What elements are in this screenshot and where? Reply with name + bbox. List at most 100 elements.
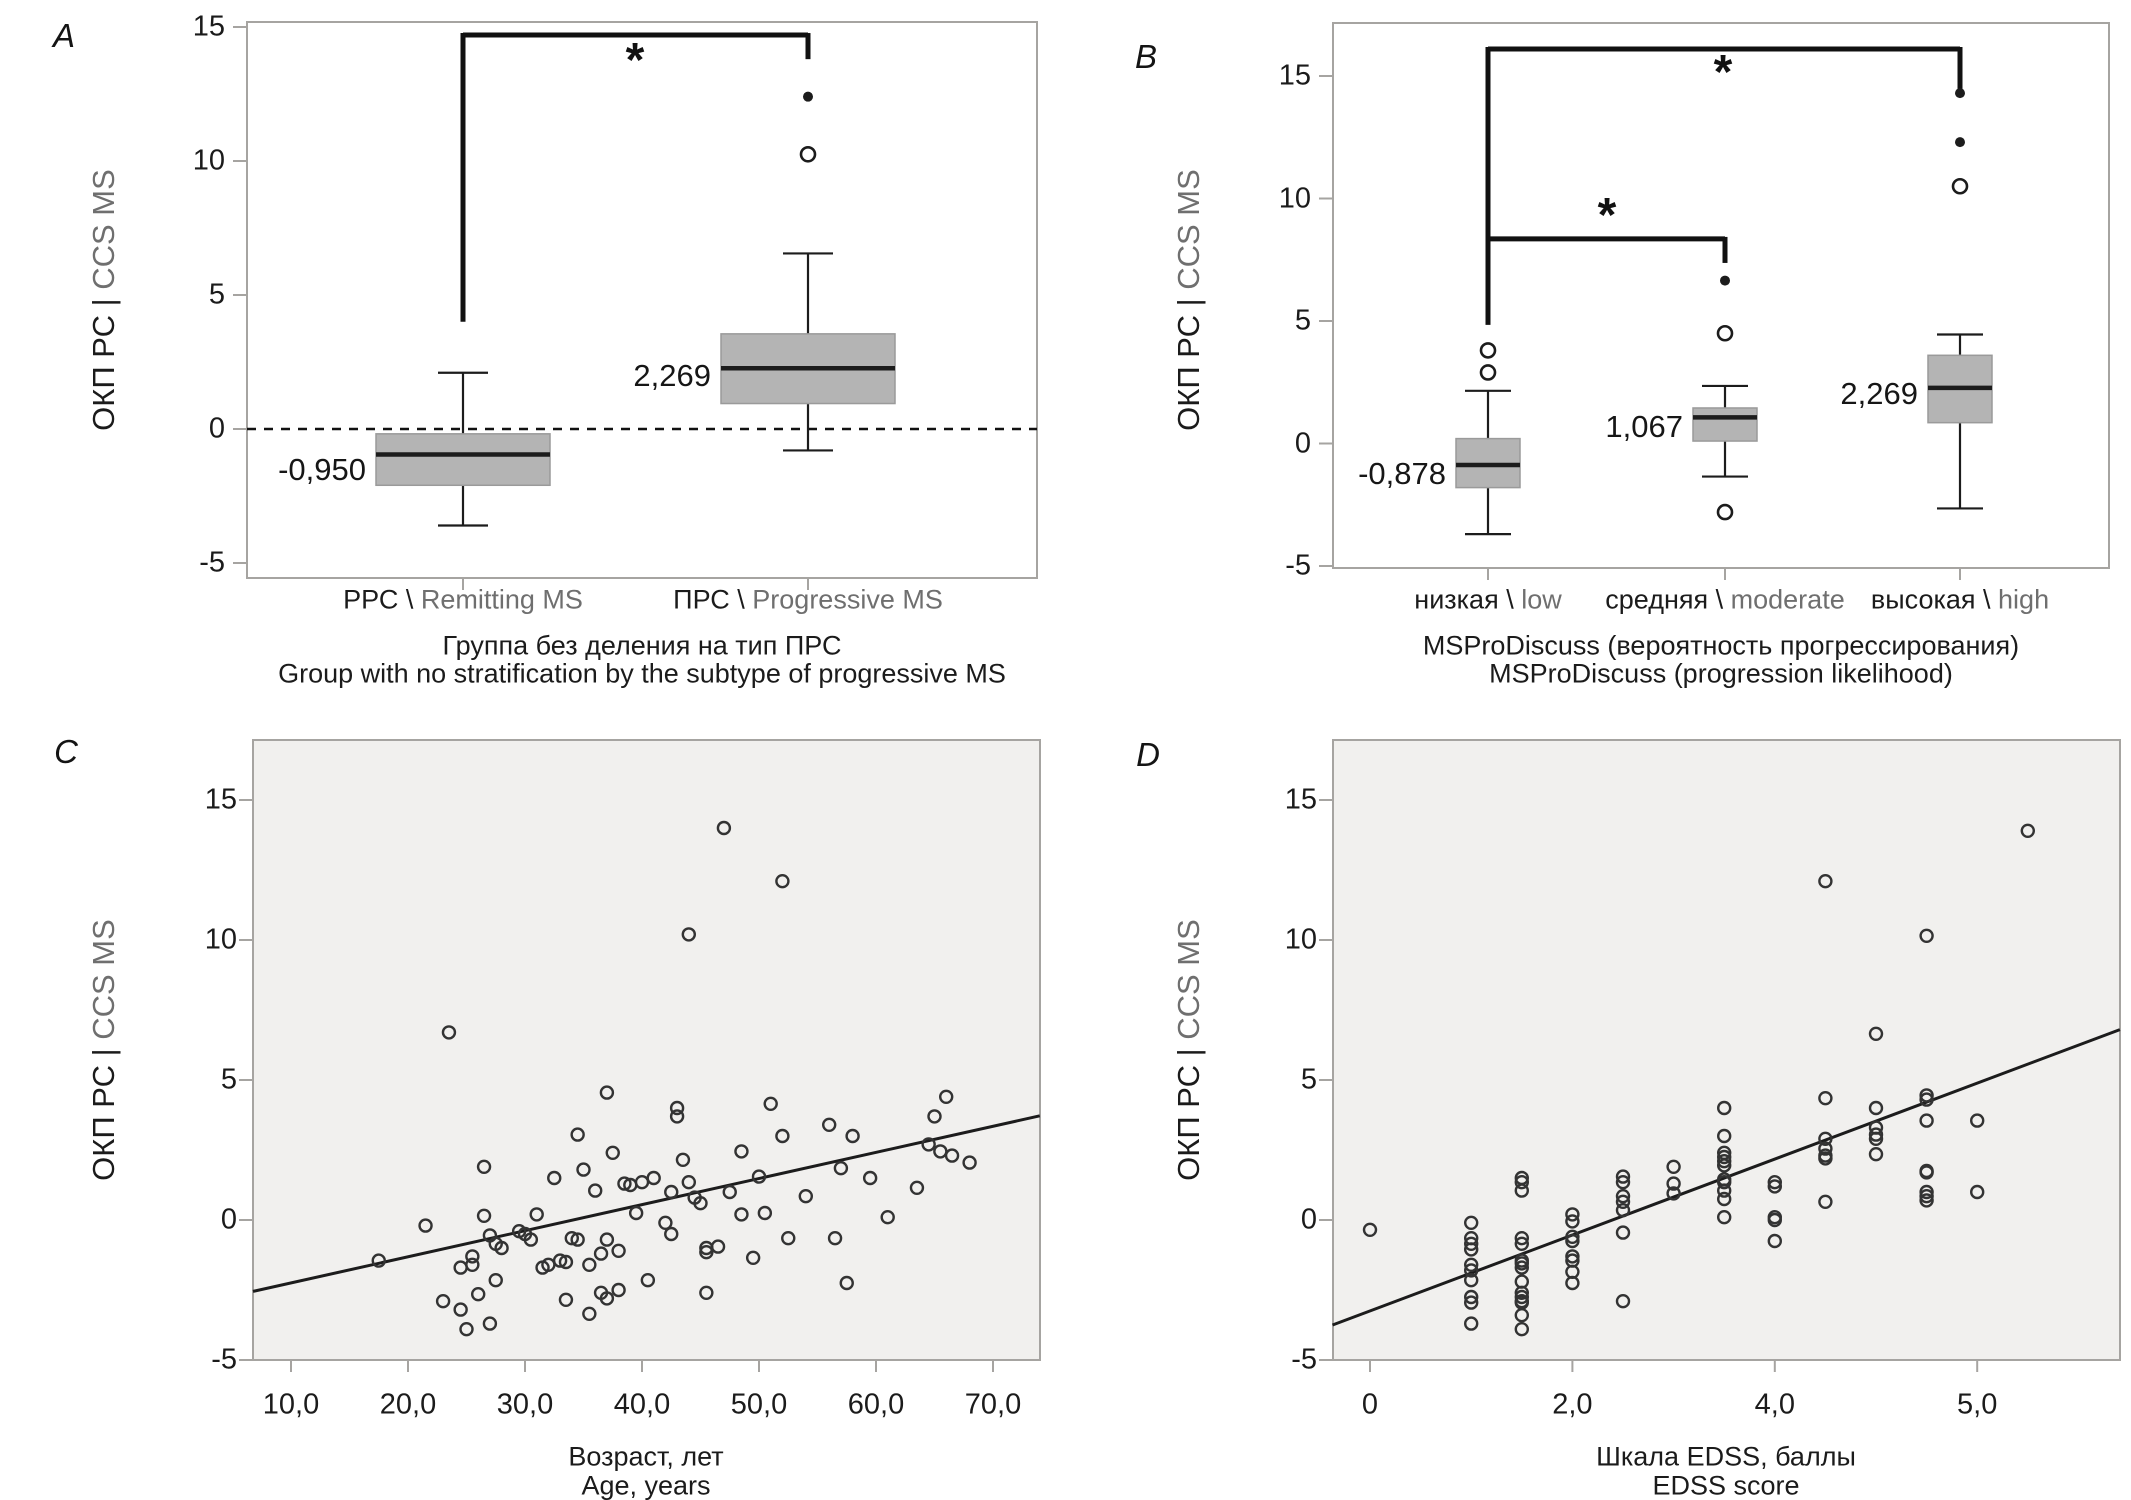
scatter-point — [775, 1128, 790, 1144]
scatter-point — [962, 1155, 977, 1170]
scatter-point — [1615, 1293, 1631, 1309]
panel-d-y-axis-title: ОКП РС | CCS MS — [1171, 919, 1207, 1181]
scatter-point — [1463, 1272, 1479, 1288]
scatter-point — [693, 1195, 708, 1211]
scatter-point — [1666, 1186, 1681, 1201]
panel-c-letter: C — [54, 733, 78, 770]
scatter-point — [1919, 1193, 1934, 1208]
panel-b-x-title-ru: MSProDiscuss (вероятность прогрессирован… — [1422, 630, 2020, 661]
scatter-point — [371, 1253, 386, 1268]
significance-star-a: * — [625, 34, 645, 87]
outlier-circle — [1951, 177, 1969, 195]
scatter-point — [646, 1170, 661, 1186]
scatter-point — [547, 1170, 562, 1186]
outlier-dot — [1720, 275, 1730, 286]
box — [1692, 407, 1758, 442]
panel-b-y-axis-title: ОКП РС | CCS MS — [1171, 169, 1207, 431]
scatter-point — [880, 1209, 895, 1225]
scatter-point — [845, 1128, 860, 1144]
scatter-point — [798, 1188, 813, 1204]
y-title-en: CCS MS — [1171, 169, 1206, 299]
scatter-point — [494, 1240, 509, 1256]
scatter-point — [1919, 1113, 1934, 1128]
scatter-point — [699, 1244, 714, 1260]
scatter-point — [921, 1137, 936, 1152]
scatter-point — [1463, 1236, 1479, 1252]
scatter-point — [1919, 928, 1934, 943]
scatter-point — [453, 1302, 468, 1317]
scatter-point — [628, 1205, 644, 1221]
scatter-point — [757, 1205, 773, 1221]
median-label-low: -0,878 — [1358, 456, 1446, 491]
scatter-point — [529, 1207, 544, 1222]
scatter-point — [471, 1286, 486, 1302]
scatter-point — [939, 1089, 954, 1105]
median-label-high: 2,269 — [1840, 376, 1918, 411]
scatter-point — [1716, 1153, 1732, 1169]
scatter-point — [1463, 1215, 1479, 1231]
scatter-point — [1716, 1128, 1732, 1144]
panel-d-x-title-en: EDSS score — [1652, 1470, 1800, 1500]
panel-d-x-title-ru: Шкала EDSS, баллы — [1596, 1441, 1856, 1472]
scatter-point — [781, 1230, 796, 1246]
scatter-point — [1514, 1260, 1530, 1275]
scatter-point — [1818, 1151, 1833, 1166]
panel-b-letter: B — [1134, 38, 1158, 75]
scatter-point — [552, 1253, 568, 1268]
panel-a-letter: A — [52, 17, 76, 54]
scatter-point — [1969, 1184, 1985, 1200]
panel-a-x-title-ru: Группа без деления на тип ПРС — [442, 630, 842, 661]
scatter-point — [611, 1243, 626, 1259]
scatter-point — [710, 1239, 726, 1254]
outlier-dot — [1955, 88, 1965, 99]
outlier-circle — [1479, 342, 1497, 359]
scatter-point — [734, 1144, 749, 1159]
scatter-point — [675, 1152, 691, 1168]
scatter-point — [1565, 1249, 1580, 1264]
scatter-point — [699, 1285, 714, 1301]
scatter-point — [1716, 1209, 1732, 1225]
scatter-point — [1514, 1321, 1530, 1337]
scatter-point — [1868, 1127, 1884, 1142]
scatter-point — [465, 1249, 480, 1264]
scatter-point — [570, 1127, 585, 1142]
scatter-point — [833, 1160, 849, 1176]
outlier-circle — [1716, 324, 1734, 342]
outlier-circle — [1479, 364, 1497, 381]
box — [375, 433, 551, 487]
scatter-point — [488, 1272, 503, 1288]
scatter-point — [2020, 823, 2036, 838]
scatter-point — [1919, 1092, 1934, 1107]
scatter-point — [465, 1257, 480, 1273]
scatter-point — [734, 1207, 749, 1222]
scatter-point — [664, 1226, 679, 1242]
scatter-point — [1919, 1188, 1934, 1204]
scatter-point — [523, 1232, 539, 1247]
scatter-point — [1919, 1165, 1934, 1180]
panel-a-x-title-en: Group with no stratification by the subt… — [278, 658, 1006, 689]
outlier-circle — [1716, 503, 1734, 521]
panel-c-x-title-ru: Возраст, лет — [568, 1441, 724, 1472]
scatter-point — [599, 1291, 615, 1306]
scatter-point — [862, 1170, 878, 1186]
scatter-point — [1463, 1316, 1479, 1331]
scatter-point — [1615, 1188, 1631, 1204]
scatter-point — [617, 1176, 632, 1191]
scatter-point — [1868, 1100, 1884, 1116]
scatter-point — [605, 1145, 620, 1161]
scatter-point — [441, 1025, 457, 1040]
panel-c-x-title-en: Age, years — [581, 1470, 711, 1500]
scatter-point — [1767, 1212, 1783, 1228]
scatter-point — [1919, 1184, 1934, 1200]
scatter-point — [1463, 1257, 1479, 1273]
scatter-point — [1818, 1141, 1833, 1156]
scatter-point — [459, 1321, 474, 1337]
scatter-point — [1969, 1113, 1985, 1128]
scatter-point — [418, 1218, 433, 1233]
scatter-point — [1514, 1307, 1530, 1323]
significance-star-b-low-high: * — [1713, 46, 1733, 99]
scatter-point — [1666, 1159, 1681, 1175]
scatter-point — [640, 1272, 656, 1288]
